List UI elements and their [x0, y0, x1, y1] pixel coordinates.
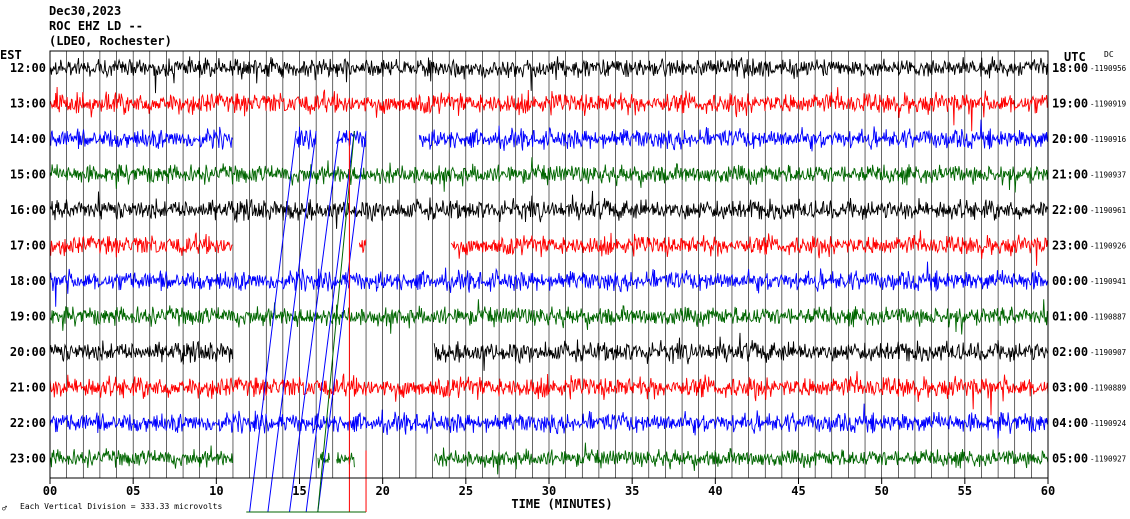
x-axis-ticks: 00 05 10 15 20 25 30 35 40 45 50 55 60: [43, 478, 1055, 498]
x-tick-label-55: 55: [958, 484, 972, 498]
row-utc-0400: 04:00: [1052, 416, 1088, 430]
row-est-2000: 20:00: [10, 345, 46, 359]
network-title: (LDEO, Rochester): [49, 34, 172, 48]
row-dc-1700: -1190926: [1090, 242, 1127, 251]
row-utc-0100: 01:00: [1052, 310, 1088, 324]
x-tick-label-20: 20: [375, 484, 389, 498]
event-line-1: [249, 130, 297, 513]
row-utc-0500: 05:00: [1052, 452, 1088, 466]
trace-row-2200: [49, 403, 1049, 439]
x-tick-label-35: 35: [625, 484, 639, 498]
footer-mark: ♂: [2, 504, 7, 513]
event-line-4: [305, 130, 355, 513]
scale-note: Each Vertical Division = 333.33 microvol…: [20, 502, 222, 511]
row-utc-0000: 00:00: [1052, 274, 1088, 288]
trace-row-2100: [49, 371, 1049, 416]
x-tick-label-10: 10: [209, 484, 223, 498]
row-dc-1900: -1190887: [1090, 313, 1126, 322]
trace-row-1600: [49, 190, 1049, 229]
trace-row-1500: [49, 157, 1049, 193]
minute-gridlines: [66, 51, 1032, 478]
row-utc-2300: 23:00: [1052, 239, 1088, 253]
row-dc-2200: -1190924: [1090, 419, 1127, 428]
row-dc-1600: -1190961: [1090, 206, 1126, 215]
trace-row-2000: [49, 332, 1049, 371]
trace-row-1700: [49, 230, 1049, 266]
x-tick-label-60: 60: [1041, 484, 1055, 498]
event-line-2: [267, 130, 317, 513]
row-dc-2300: -1190927: [1090, 455, 1126, 464]
x-tick-label-00: 00: [43, 484, 57, 498]
event-line-3: [289, 130, 340, 513]
row-est-1700: 17:00: [10, 239, 46, 253]
row-est-2100: 21:00: [10, 381, 46, 395]
event-lines: [246, 130, 367, 513]
date-title: Dec30,2023: [49, 4, 121, 18]
row-utc-2000: 20:00: [1052, 132, 1088, 146]
row-utc-1900: 19:00: [1052, 97, 1088, 111]
seismic-traces: [49, 56, 1049, 475]
row-est-1900: 19:00: [10, 310, 46, 324]
row-dc-1500: -1190937: [1090, 171, 1126, 180]
trace-row-1400: [49, 119, 1049, 152]
trace-row-2300: [49, 442, 1049, 475]
row-utc-0200: 02:00: [1052, 345, 1088, 359]
utc-label: UTC: [1064, 50, 1086, 64]
row-dc-1200: -1190956: [1090, 64, 1127, 73]
x-tick-label-40: 40: [708, 484, 722, 498]
event-line-6: [317, 130, 355, 513]
row-utc-0300: 03:00: [1052, 381, 1088, 395]
row-dc-2000: -1190907: [1090, 348, 1126, 357]
dc-label: DC: [1104, 50, 1114, 59]
x-tick-label-25: 25: [459, 484, 473, 498]
x-tick-label-30: 30: [542, 484, 556, 498]
row-dc-1300: -1190919: [1090, 100, 1126, 109]
row-est-1200: 12:00: [10, 61, 46, 75]
row-dc-2100: -1190889: [1090, 384, 1126, 393]
x-tick-label-05: 05: [126, 484, 140, 498]
row-utc-1800: 18:00: [1052, 61, 1088, 75]
trace-row-1200: [49, 56, 1049, 94]
row-est-1800: 18:00: [10, 274, 46, 288]
row-utc-2200: 22:00: [1052, 203, 1088, 217]
row-est-1300: 13:00: [10, 97, 46, 111]
trace-row-1300: [49, 86, 1049, 132]
x-axis-label: TIME (MINUTES): [511, 497, 612, 511]
est-label: EST: [0, 48, 22, 62]
x-tick-label-15: 15: [292, 484, 306, 498]
x-tick-label-50: 50: [874, 484, 888, 498]
row-utc-2100: 21:00: [1052, 168, 1088, 182]
row-dc-1400: -1190916: [1090, 135, 1127, 144]
trace-row-1900: [49, 299, 1049, 335]
row-est-1600: 16:00: [10, 203, 46, 217]
event-line-5: [317, 130, 367, 513]
row-est-2300: 23:00: [10, 452, 46, 466]
station-title: ROC EHZ LD --: [49, 19, 143, 33]
trace-row-1800: [49, 261, 1049, 307]
x-tick-label-45: 45: [791, 484, 805, 498]
row-dc-1800: -1190941: [1090, 277, 1126, 286]
row-est-1400: 14:00: [10, 132, 46, 146]
row-est-2200: 22:00: [10, 416, 46, 430]
row-est-1500: 15:00: [10, 168, 46, 182]
